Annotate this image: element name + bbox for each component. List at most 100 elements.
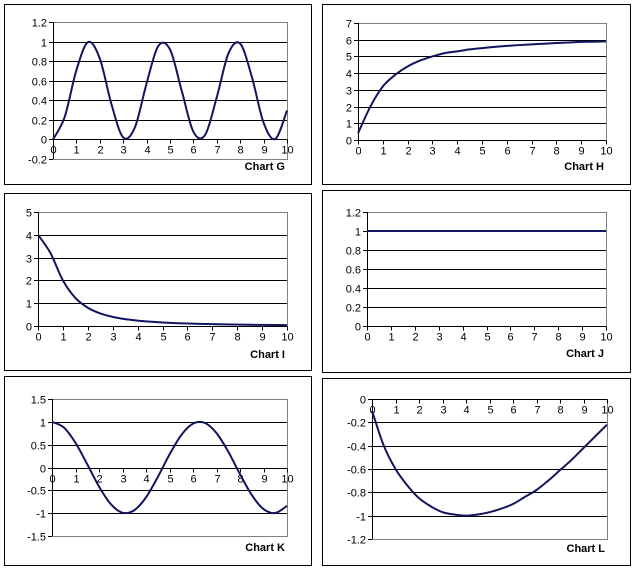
x-tick-label: 10: [281, 145, 293, 157]
x-tick-label: 2: [85, 332, 91, 344]
x-tick-label: 0: [49, 474, 55, 486]
chart-l: -1.2-1-0.8-0.6-0.4-0.200 1 2 3 4 5 6 7 8 9 10Chart…: [322, 378, 631, 566]
y-tick-label: 2: [26, 276, 32, 288]
y-tick-label: -0.6: [347, 465, 366, 477]
x-tick-label: 8: [237, 474, 243, 486]
chart-panel: [322, 190, 631, 373]
chart-title: Chart G: [245, 161, 285, 173]
y-tick-label: 0.2: [346, 303, 361, 315]
x-tick-label: 3: [440, 405, 446, 417]
chart-title: Chart J: [566, 348, 604, 360]
x-tick-label: 7: [214, 474, 220, 486]
x-tick-label: 6: [190, 474, 196, 486]
y-tick-label: 3: [26, 254, 32, 266]
y-tick-label: 4: [346, 69, 352, 81]
x-tick-label: 5: [167, 145, 173, 157]
chart-panel: [322, 378, 631, 566]
x-tick-label: 2: [405, 146, 411, 158]
x-tick-label: 6: [507, 332, 513, 344]
chart-panel: [4, 376, 312, 566]
x-tick-label: 2: [97, 145, 103, 157]
x-tick-label: 6: [190, 145, 196, 157]
x-tick-label: 0: [364, 332, 370, 344]
chart-panel: [4, 193, 312, 371]
y-tick-label: 0.6: [32, 77, 47, 89]
y-tick-label: 0.6: [346, 265, 361, 277]
chart-title: Chart H: [564, 161, 604, 173]
x-tick-label: 8: [555, 332, 561, 344]
y-tick-label: 1: [346, 119, 352, 131]
x-tick-label: 4: [454, 146, 460, 158]
x-tick-label: 0: [35, 332, 41, 344]
x-tick-label: 5: [160, 332, 166, 344]
chart-title: Chart L: [567, 543, 606, 555]
x-tick-label: 3: [436, 332, 442, 344]
x-tick-label: 9: [261, 474, 267, 486]
y-tick-label: 6: [346, 36, 352, 48]
x-tick-label: 2: [416, 405, 422, 417]
x-tick-label: 7: [534, 405, 540, 417]
y-tick-label: 4: [26, 231, 32, 243]
y-tick-label: -1: [356, 512, 366, 524]
x-tick-label: 9: [581, 405, 587, 417]
x-tick-label: 1: [73, 145, 79, 157]
x-tick-label: 7: [531, 332, 537, 344]
y-tick-label: 5: [26, 208, 32, 220]
x-tick-label: 1: [380, 146, 386, 158]
y-tick-label: 0.4: [32, 96, 47, 108]
x-tick-label: 2: [96, 474, 102, 486]
x-tick-label: 5: [487, 405, 493, 417]
x-tick-label: 4: [144, 145, 150, 157]
y-tick-label: 1: [355, 227, 361, 239]
x-tick-label: 8: [557, 405, 563, 417]
y-tick-label: 0: [40, 464, 46, 476]
x-tick-label: 8: [553, 146, 559, 158]
x-tick-label: 1: [60, 332, 66, 344]
x-tick-label: 3: [429, 146, 435, 158]
x-tick-label: 9: [259, 332, 265, 344]
y-tick-label: 0.2: [32, 116, 47, 128]
x-tick-label: 0: [50, 145, 56, 157]
x-tick-label: 10: [601, 405, 613, 417]
y-tick-label: 0: [26, 322, 32, 334]
y-tick-label: -0.2: [28, 155, 47, 167]
chart-panel: [322, 4, 631, 185]
x-tick-label: 1: [393, 405, 399, 417]
x-tick-label: 7: [209, 332, 215, 344]
y-tick-label: 0.8: [346, 246, 361, 258]
x-tick-label: 7: [214, 145, 220, 157]
x-tick-label: 4: [463, 405, 469, 417]
x-tick-label: 7: [529, 146, 535, 158]
x-tick-label: 8: [234, 332, 240, 344]
chart-h: 0 1 2 3 4 5 6 7 0 1 2 3 4 5 6 7 8 9 10 Chart H: [322, 4, 631, 185]
x-tick-label: 8: [237, 145, 243, 157]
x-tick-label: 6: [184, 332, 190, 344]
x-tick-label: 10: [281, 332, 293, 344]
x-tick-label: 4: [143, 474, 149, 486]
x-tick-label: 3: [110, 332, 116, 344]
y-tick-label: -0.2: [347, 418, 366, 430]
y-tick-label: 1.2: [346, 208, 361, 220]
chart-title: Chart I: [250, 349, 285, 361]
y-tick-label: 5: [346, 52, 352, 64]
y-tick-label: 3: [346, 86, 352, 98]
x-tick-label: 4: [135, 332, 141, 344]
x-tick-label: 3: [120, 145, 126, 157]
y-tick-label: 0: [360, 395, 366, 407]
y-tick-label: 7: [346, 19, 352, 31]
series-line: [37, 234, 288, 327]
x-tick-label: 1: [388, 332, 394, 344]
x-tick-label: 9: [261, 145, 267, 157]
x-tick-label: 6: [510, 405, 516, 417]
x-tick-label: 9: [579, 332, 585, 344]
chart-panel: [4, 4, 312, 185]
y-tick-label: -1.2: [347, 535, 366, 547]
x-tick-label: 5: [484, 332, 490, 344]
y-tick-label: 0.4: [346, 284, 361, 296]
y-tick-label: -0.5: [27, 486, 46, 498]
y-tick-label: 1: [26, 299, 32, 311]
